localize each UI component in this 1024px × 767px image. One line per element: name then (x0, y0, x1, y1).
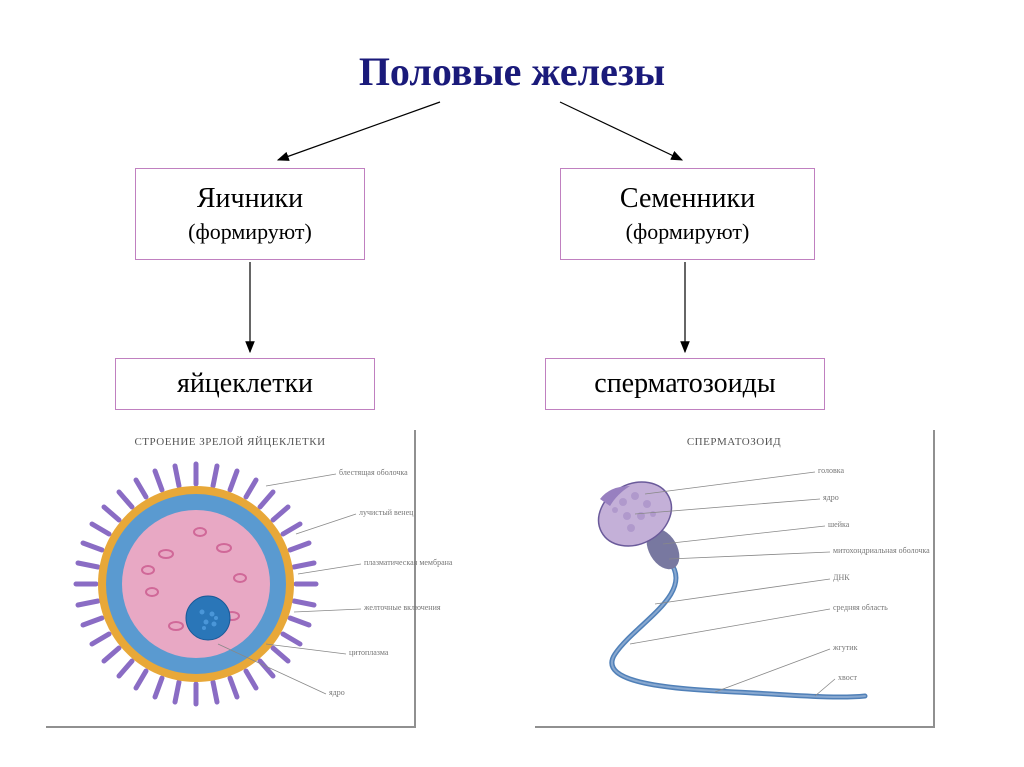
egg-label-0: блестящая оболочка (339, 468, 408, 477)
egg-cells-label: яйцеклетки (177, 368, 313, 400)
sperm-label-3: митохондриальная оболочка (833, 546, 930, 555)
egg-label-1: лучистый венец (359, 508, 413, 517)
panel-egg-structure: СТРОЕНИЕ ЗРЕЛОЙ ЯЙЦЕКЛЕТКИ (46, 430, 416, 728)
panel-sperm-structure: СПЕРМАТОЗОИД головка ядро шейка ми (535, 430, 935, 728)
sperm-label-5: средняя область (833, 603, 888, 612)
sperm-label-6: жгутик (833, 643, 857, 652)
egg-label-4: цитоплазма (349, 648, 388, 657)
sperm-label-1: ядро (823, 493, 839, 502)
sperm-cells-label: сперматозоиды (594, 368, 775, 400)
sperm-label-7: хвост (838, 673, 857, 682)
egg-label-2: плазматическая мембрана (364, 558, 452, 567)
box-sperm-cells: сперматозоиды (545, 358, 825, 410)
sperm-label-4: ДНК (833, 573, 850, 582)
sperm-label-2: шейка (828, 520, 849, 529)
sperm-cell-illustration (535, 444, 935, 724)
egg-label-5: ядро (329, 688, 345, 697)
egg-label-3: желточные включения (364, 603, 441, 612)
sperm-label-0: головка (818, 466, 844, 475)
egg-cell-illustration (46, 444, 416, 724)
box-egg-cells: яйцеклетки (115, 358, 375, 410)
arrow-testes-to-sperm (0, 0, 1024, 400)
